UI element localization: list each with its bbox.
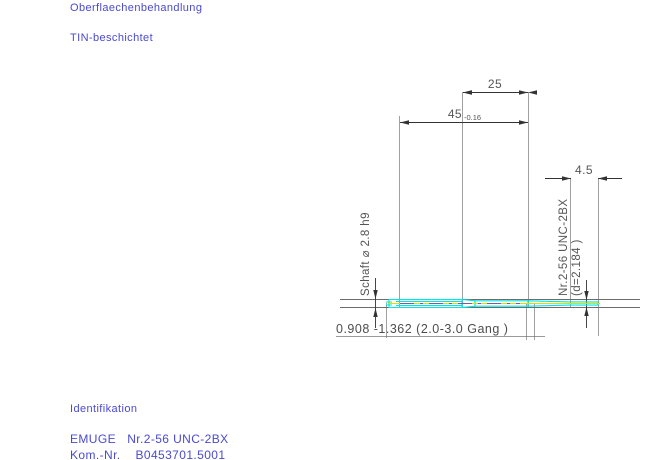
dimension-thread-depth: 0.908 -1.362 (2.0-3.0 Gang ) [336,322,545,337]
thread-spec-label-line-1: Nr.2-56 UNC-2BX [558,199,570,296]
tool-tip [527,300,599,307]
dimension-45: 45 -0.16 [400,107,528,125]
tool-body [386,298,599,309]
identification-title: Identifikation [70,403,138,415]
dimension-45-tolerance: -0.16 [464,113,481,122]
identification-line-1: EMUGE Nr.2-56 UNC-2BX [70,432,229,446]
shank-diameter-label: Schaft ⌀ 2.8 h9 [360,212,372,296]
dimension-4-5: 4.5 [545,163,622,181]
dimension-25: 25 [463,77,537,95]
dimension-25-label: 25 [488,77,502,91]
identification-line-2: Kom.-Nr. B0453701.5001 [70,448,226,460]
dimension-thread-spec: Nr.2-56 UNC-2BX (d=2.184 ) [558,199,589,328]
thread-spec-label-line-2: (d=2.184 ) [571,239,583,296]
surface-treatment-title: Oberflaechenbehandlung [70,2,203,14]
dimension-4-5-label: 4.5 [575,163,593,177]
dimension-shank-diameter: Schaft ⌀ 2.8 h9 [360,212,378,328]
extension-lines [386,92,599,340]
surface-treatment-value: TIN-beschichtet [70,32,154,44]
thread-depth-label: 0.908 -1.362 (2.0-3.0 Gang ) [336,322,508,336]
dimension-45-label: 45 [448,107,462,121]
